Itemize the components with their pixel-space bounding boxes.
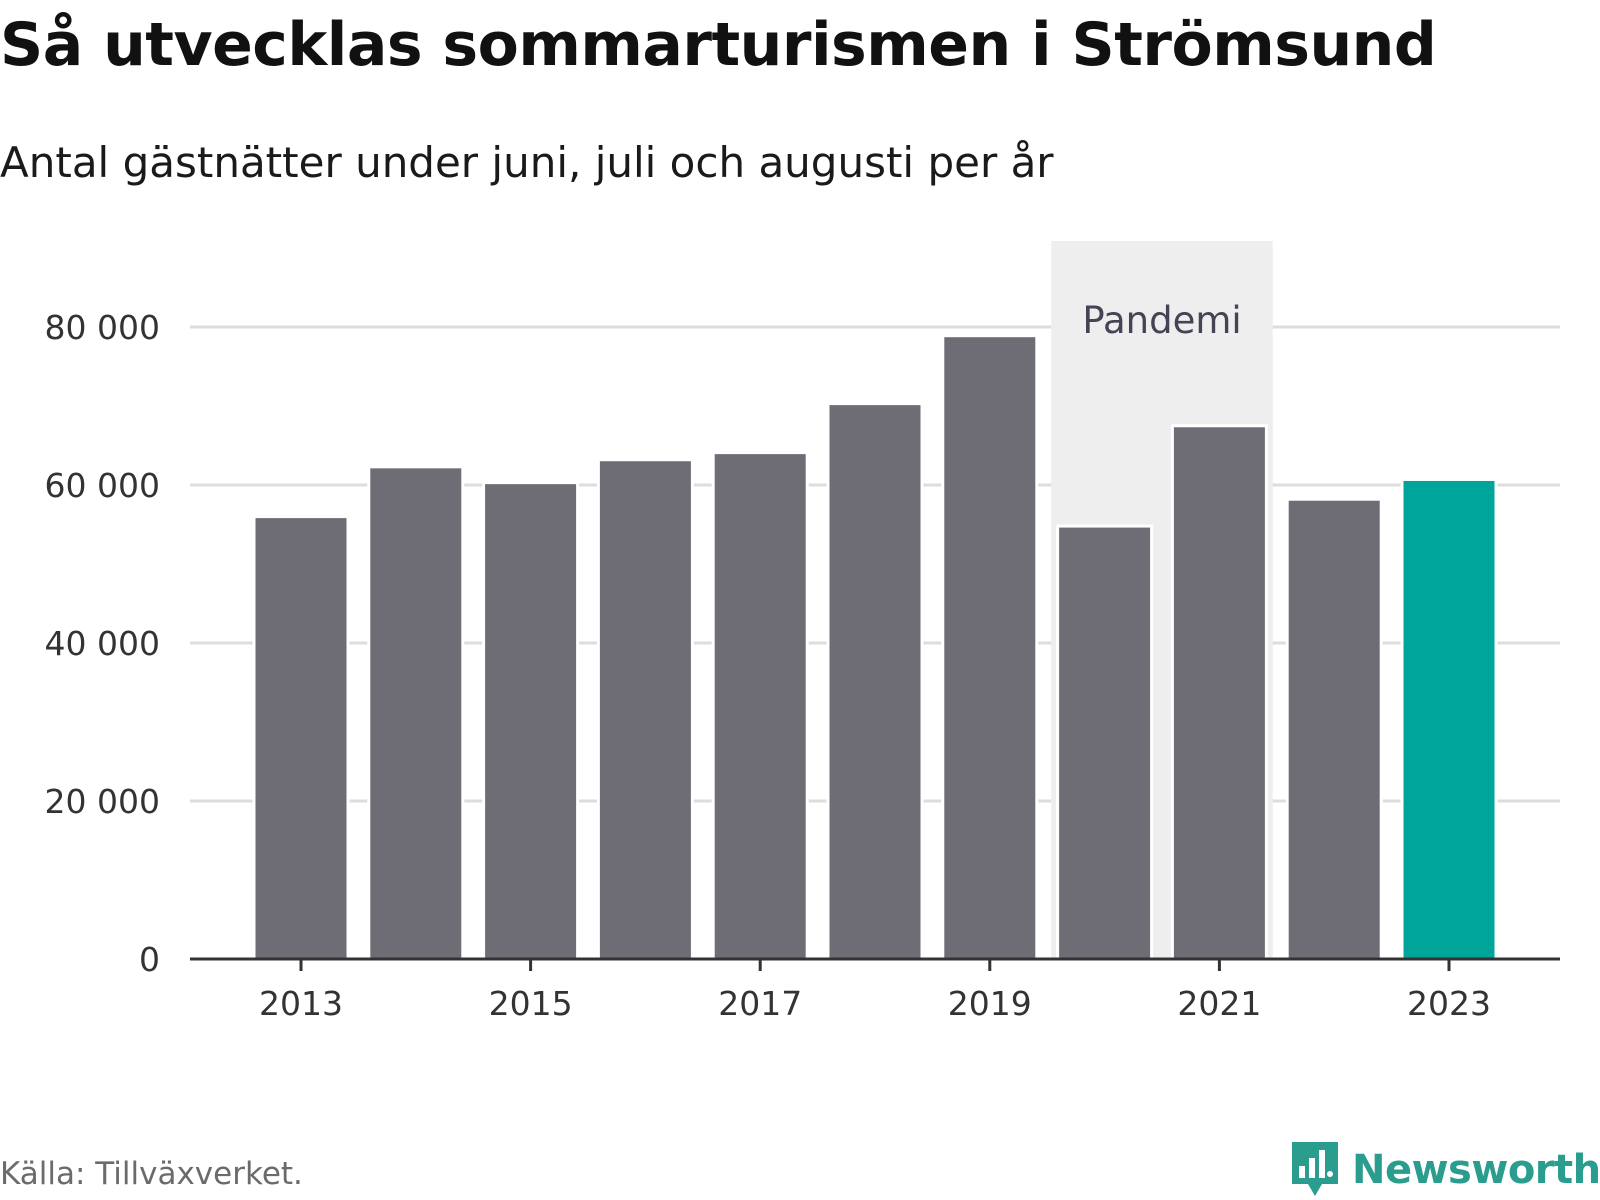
bar-2014 (367, 465, 465, 961)
pandemic-label: Pandemi (1082, 299, 1241, 342)
x-tick-label: 2019 (948, 984, 1032, 1023)
bar-2017 (711, 451, 809, 961)
x-tick-label: 2015 (489, 984, 573, 1023)
y-tick-label: 0 (139, 940, 160, 979)
brand-logo: Newsworthy (1290, 1140, 1600, 1200)
source-note: Källa: Tillväxverket. (0, 1156, 303, 1192)
bar-2015 (482, 481, 580, 961)
brand-name: Newsworthy (1352, 1147, 1600, 1193)
y-tick-label: 80 000 (45, 308, 160, 347)
y-tick-label: 60 000 (45, 466, 160, 505)
bar-2019 (941, 334, 1039, 961)
x-tick-label: 2017 (718, 984, 802, 1023)
bar-2021 (1170, 424, 1268, 961)
x-tick-label: 2021 (1177, 984, 1261, 1023)
bar-2022 (1285, 497, 1383, 961)
bar-chart: 0 20 000 40 000 60 000 80 000 Pandemi 2013 2015… (45, 241, 1560, 1023)
bar-2018 (826, 402, 924, 961)
bar-2020 (1056, 524, 1154, 961)
bar-chart-speech-bubble-icon (1292, 1142, 1338, 1196)
chart-title: Så utvecklas sommarturismen i Strömsund (0, 10, 1437, 80)
chart-subtitle: Antal gästnätter under juni, juli och au… (0, 138, 1054, 187)
bar-2023 (1400, 477, 1498, 961)
bar-2016 (596, 458, 694, 961)
y-tick-label: 40 000 (45, 624, 160, 663)
x-tick-label: 2023 (1407, 984, 1491, 1023)
y-tick-label: 20 000 (45, 782, 160, 821)
x-tick-label: 2013 (259, 984, 343, 1023)
bar-2013 (252, 515, 350, 961)
